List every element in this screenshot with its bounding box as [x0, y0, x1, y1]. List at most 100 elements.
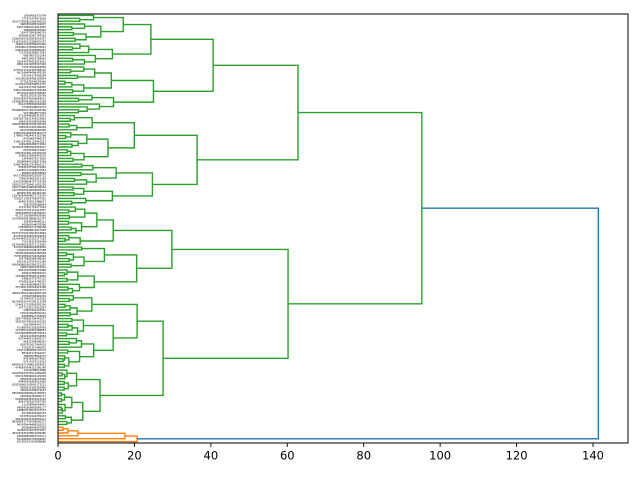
leaf-label: 54817582106693149568	[14, 88, 47, 92]
axes-frame	[57, 13, 629, 444]
leaf-label: 94536901874855	[23, 357, 46, 361]
leaf-label: 78044211203190262	[18, 125, 46, 129]
leaf-label: 24773120172861867	[18, 305, 46, 309]
leaf-label: 530522977284411091229	[12, 182, 46, 186]
leaf-label: 8255356929850900	[20, 128, 46, 132]
leaf-label: 27640230314796507	[18, 280, 46, 284]
leaf-label: 653752792514910554864	[12, 231, 46, 235]
leaf-label: 6529961335890239541	[15, 45, 46, 49]
leaf-label: 59310518086028910836	[14, 245, 47, 249]
leaf-label: 0337832119259143	[20, 414, 46, 418]
leaf-label: 71329105208617001	[18, 51, 46, 55]
leaf-label: 1851045249231633	[20, 388, 46, 392]
leaf-label: 035776961012811087	[17, 25, 47, 29]
leaf-label: 2988740257053021	[20, 265, 46, 269]
leaf-label: 671989783102658436	[17, 325, 47, 329]
leaf-label: 139737082020736379	[17, 348, 47, 352]
leaf-label: 7634684514995112981	[15, 274, 46, 278]
leaf-label: 848715603783642	[22, 56, 47, 60]
leaf-label: 75703288542744344894	[14, 254, 47, 258]
leaf-label: 07755115144203768110	[14, 68, 47, 72]
leaf-label: 50828059770708268	[18, 225, 46, 229]
leaf-label: 540833778797112	[22, 277, 47, 281]
leaf-label: 139456979273836	[22, 157, 47, 161]
leaf-label: 4204166635354094513	[15, 417, 46, 421]
leaf-label: 5484912673203882443	[15, 48, 46, 52]
leaf-label: 2648371292088201406	[15, 42, 46, 46]
leaf-label: 126567134392827554	[17, 168, 47, 172]
leaf-label: 89127085654894900	[18, 102, 46, 106]
leaf-label: 04700607048751	[23, 137, 46, 141]
leaf-label: 0228832845451023142	[15, 397, 46, 401]
leaf-label: 35476985984208556	[18, 257, 46, 261]
leaf-label: 3374957247807588852	[15, 328, 46, 332]
leaf-label: 388134218250567449	[17, 62, 47, 66]
leaf-label: 028008993128873568	[17, 159, 47, 163]
leaf-label: 4748509704215305149	[15, 365, 46, 369]
leaf-label: 602809690687829	[22, 425, 47, 429]
leaf-label: 752145210992404	[22, 239, 47, 243]
leaf-label: 30284000350892	[23, 28, 46, 32]
leaf-label: 58258572631439523862	[14, 116, 47, 120]
leaf-label: 158819353300202642567	[12, 36, 46, 40]
leaf-label: 9958532034561060689	[15, 251, 46, 255]
leaf-label: 470181317466875	[22, 345, 47, 349]
leaf-label: 95653398890067	[23, 340, 46, 344]
leaf-label: 30895978844273	[23, 354, 46, 358]
leaf-label: 875880984778373628290	[12, 108, 46, 112]
dendrogram-link	[137, 207, 600, 440]
leaf-label: 819518065199543173221	[12, 382, 46, 386]
leaf-label: 273643558483252	[22, 294, 47, 298]
leaf-label: 436988565867035111	[17, 434, 47, 438]
leaf-label: 9119622769330051767	[15, 82, 46, 86]
leaf-label: 628268921158204	[22, 314, 47, 318]
leaf-label: 75592714154706047925	[14, 197, 47, 201]
leaf-label: 235791575958309	[22, 74, 47, 78]
leaf-label: 6472682989599753543	[15, 331, 46, 335]
leaf-label: 403331635258913699286	[12, 431, 46, 435]
leaf-label: 5146517152893992236	[15, 302, 46, 306]
x-tick-label: 20	[127, 448, 142, 462]
leaf-label: 29856154860941632	[18, 154, 46, 158]
leaf-label: 827024683928717112687	[12, 242, 46, 246]
leaf-label: 160795924140252903514	[12, 188, 46, 192]
leaf-label: 98415335080716866	[18, 268, 46, 272]
leaf-label: 438804739533237570	[17, 408, 47, 412]
leaf-label-band: 1560991837579437707147497101026237769585…	[12, 14, 46, 444]
leaf-label: 1013663566408159894	[15, 76, 46, 80]
leaf-label: 051256410316750602	[17, 91, 47, 95]
leaf-label: 486623851620622856130	[12, 291, 46, 295]
leaf-label: 6832212304334050	[20, 334, 46, 338]
leaf-label: 16972213705158993	[18, 85, 46, 89]
leaf-label: 961340494406493195	[17, 71, 47, 75]
leaf-label: 920343794316421051	[17, 59, 47, 63]
x-tick-label: 60	[280, 448, 295, 462]
x-tick-label: 100	[429, 448, 451, 462]
leaf-label: 17896374924414152708	[14, 134, 47, 138]
leaf-label: 23969191682893487273	[14, 131, 47, 135]
leaf-label: 6450181364890777	[20, 394, 46, 398]
leaf-label: 690248601083200115262	[12, 262, 46, 266]
leaf-label: 338486593813777	[22, 288, 47, 292]
leaf-label: 14116788921880	[23, 368, 46, 372]
leaf-label: 97415176331912	[23, 360, 46, 364]
leaf-label: 377071474971010	[22, 16, 47, 20]
leaf-label: 1104773843666374	[20, 31, 46, 35]
leaf-label: 946943065833440790348	[12, 122, 46, 126]
leaf-label: 84405941889622083	[18, 380, 46, 384]
leaf-label: 985208166905521185831	[12, 391, 46, 395]
leaf-label: 816250244793511985905	[12, 371, 46, 375]
leaf-label: 102549939618980225747	[12, 217, 46, 221]
leaf-label: 4109119119228768	[20, 94, 46, 98]
leaf-label: 51678948977445	[23, 111, 46, 115]
leaf-label: 15609918375794	[23, 14, 46, 18]
leaf-label: 9208524185283906	[20, 385, 46, 389]
leaf-label: 372266948091273	[22, 105, 47, 109]
leaf-label: 67126448285421913	[18, 114, 46, 118]
leaf-label: 326371981628655699916	[12, 185, 46, 189]
x-tick-label: 140	[582, 448, 604, 462]
leaf-label: 747675602463656	[22, 65, 47, 69]
